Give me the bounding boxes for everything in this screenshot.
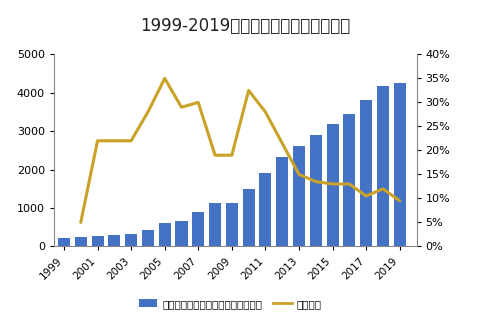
Bar [125,234,137,246]
Bar [192,212,204,246]
Legend: 调味品及发酵制品行业收入（亿元）, 收入增速: 调味品及发酵制品行业收入（亿元）, 收入增速 [134,295,326,313]
Text: 1999-2019年调味品行业收入（亿元）: 1999-2019年调味品行业收入（亿元） [140,17,350,35]
Bar [393,83,406,246]
Bar [209,204,221,246]
Bar [226,203,238,246]
Bar [74,237,87,246]
Bar [175,221,188,246]
Bar [343,114,355,246]
Bar [58,238,70,246]
Bar [276,157,288,246]
Bar [159,223,171,246]
Bar [360,100,372,246]
Bar [142,230,154,246]
Bar [310,135,322,246]
Bar [293,146,305,246]
Bar [259,173,271,246]
Bar [326,124,339,246]
Bar [108,235,121,246]
Bar [377,86,389,246]
Bar [92,236,103,246]
Bar [243,189,255,246]
